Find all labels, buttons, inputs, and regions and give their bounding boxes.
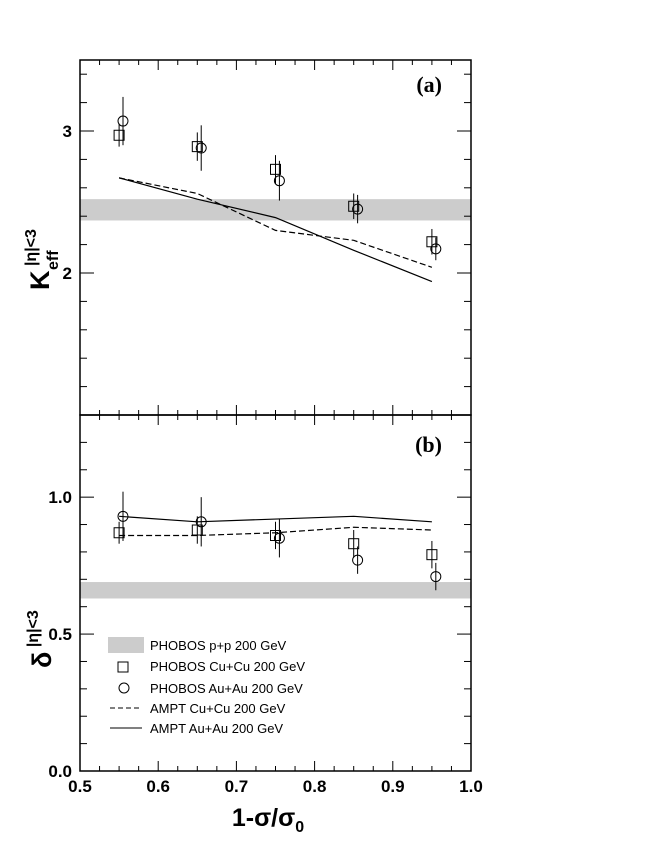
cucu-point-a [270, 163, 281, 175]
bands [80, 199, 471, 599]
x-title-main: 1-σ/σ [232, 804, 295, 832]
y-tick-label-b: 0.5 [48, 625, 72, 644]
svg-text:K |η|<3: K |η|<3 [23, 229, 55, 290]
pp-band-a [80, 199, 471, 221]
x-title-sub: 0 [295, 819, 304, 836]
y-title-b-main: δ [27, 652, 57, 668]
legend: PHOBOS p+p 200 GeV PHOBOS Cu+Cu 200 GeV … [108, 637, 305, 736]
auau-point-b [195, 516, 207, 528]
auau-point-b [117, 510, 129, 522]
legend-swatch-circle [118, 682, 130, 694]
y-title-a-main: K [25, 270, 55, 290]
model-lines [118, 177, 433, 537]
legend-label-solid: AMPT Au+Au 200 GeV [150, 721, 283, 736]
data-points [113, 96, 442, 591]
pp-band-b [80, 582, 471, 599]
x-tick-label: 1.0 [459, 777, 483, 796]
ampt-auau-line-b [119, 515, 432, 523]
cucu-point-b [113, 527, 125, 539]
auau-point-a [430, 243, 442, 255]
panel-a-tag: (a) [416, 72, 442, 97]
x-tick-label: 0.6 [146, 777, 170, 796]
panel-b-tag: (b) [415, 432, 442, 457]
y-tick-label-a: 2 [63, 264, 72, 283]
legend-swatch-square [117, 661, 129, 673]
auau-point-a [195, 142, 207, 154]
y-title-b-sup: |η|<3 [25, 610, 42, 647]
cucu-point-a [348, 200, 360, 212]
ampt-cucu-line-a [118, 177, 433, 268]
ampt-auau-line-a [118, 177, 433, 283]
cucu-point-a [426, 236, 438, 248]
legend-label-dashed: AMPT Cu+Cu 200 GeV [150, 701, 286, 716]
y-axis-title-b: δ |η|<3 [25, 610, 57, 668]
legend-label-band: PHOBOS p+p 200 GeV [150, 638, 287, 653]
ticks: 230.00.51.00.5 0.6 0.7 0.8 0.9 1.0 [48, 60, 483, 796]
cucu-point-b [426, 549, 438, 561]
y-tick-label-b: 1.0 [48, 488, 72, 507]
y-title-a-sub: eff [45, 250, 62, 270]
x-tick-label: 0.5 [68, 777, 92, 796]
auau-point-b [273, 532, 285, 544]
auau-point-b [430, 571, 442, 583]
x-tick-label: 0.8 [303, 777, 327, 796]
y-tick-label-a: 3 [63, 122, 72, 141]
cucu-point-a [113, 129, 125, 141]
legend-swatch-band [108, 637, 144, 653]
legend-label-circle: PHOBOS Au+Au 200 GeV [150, 681, 303, 696]
frame-a [79, 59, 472, 416]
x-axis-title: 1-σ/σ0 [232, 804, 304, 836]
cucu-point-b [348, 538, 360, 550]
y-axis-title-a: K |η|<3 eff [23, 229, 62, 290]
y-tick-label-b: 0.0 [48, 762, 72, 781]
x-tick-label: 0.9 [381, 777, 405, 796]
auau-point-a [273, 175, 285, 187]
legend-label-square: PHOBOS Cu+Cu 200 GeV [150, 659, 305, 674]
x-tick-label: 0.7 [225, 777, 249, 796]
auau-point-a [352, 203, 364, 215]
auau-point-b [352, 554, 364, 566]
svg-text:δ |η|<3: δ |η|<3 [25, 610, 57, 668]
auau-point-a [117, 115, 129, 127]
y-title-a-sup: |η|<3 [23, 229, 40, 266]
